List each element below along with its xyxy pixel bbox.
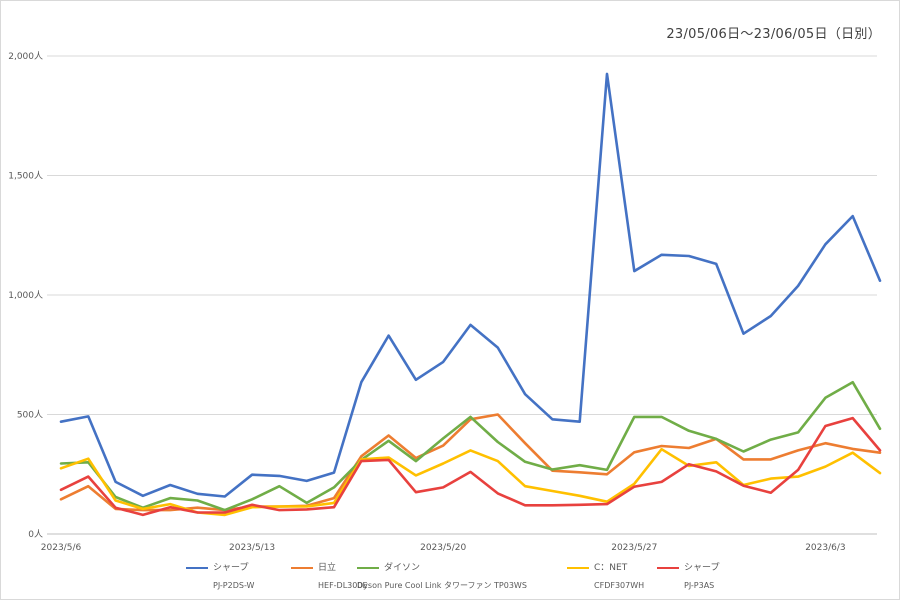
legend-series-name: シャープ	[684, 563, 720, 573]
legend-item: 日立 HEF-DL300E	[291, 562, 368, 592]
x-tick-label: 2023/5/6	[41, 543, 82, 553]
x-tick-label: 2023/5/20	[420, 543, 466, 553]
legend-series-model: PJ-P3AS	[684, 580, 715, 590]
series-line-5	[59, 416, 882, 517]
x-tick-label: 2023/5/13	[229, 543, 275, 553]
series-line-2	[59, 413, 882, 512]
legend-swatch	[567, 567, 589, 569]
legend-swatch	[657, 567, 679, 569]
legend-item: シャープ PJ-P2DS-W	[186, 562, 254, 592]
legend-item: C：NET CFDF307WH	[567, 562, 644, 592]
y-tick-label: 0人	[28, 529, 43, 540]
x-tick-label: 2023/5/27	[611, 543, 657, 553]
legend-series-model: HEF-DL300E	[318, 580, 368, 590]
y-tick-label: 1,000人	[8, 290, 43, 301]
legend-swatch	[357, 567, 379, 569]
y-tick-label: 500人	[17, 410, 43, 421]
legend-series-name: ダイソン	[384, 563, 421, 573]
legend-item: ダイソン Dyson Pure Cool Link タワーファン TP03WS	[357, 562, 527, 592]
series-line-3	[59, 380, 882, 512]
y-tick-label: 2,000人	[8, 51, 43, 62]
legend-series-name: 日立	[318, 563, 337, 573]
legend-item: シャープ PJ-P3AS	[657, 562, 719, 592]
legend-series-model: CFDF307WH	[594, 580, 645, 590]
series-line-1	[59, 72, 882, 498]
legend-series-model: PJ-P2DS-W	[213, 580, 255, 590]
legend-swatch	[291, 567, 313, 569]
y-tick-label: 1,500人	[8, 171, 43, 182]
legend-swatch	[186, 567, 208, 569]
date-range-label: 23/05/06日～23/06/05日（日別）	[666, 27, 881, 42]
x-tick-label: 2023/6/3	[805, 543, 845, 553]
legend-series-name: シャープ	[213, 563, 249, 573]
legend-series-name: C：NET	[594, 563, 628, 573]
legend-series-model: Dyson Pure Cool Link タワーファン TP03WS	[357, 580, 527, 590]
